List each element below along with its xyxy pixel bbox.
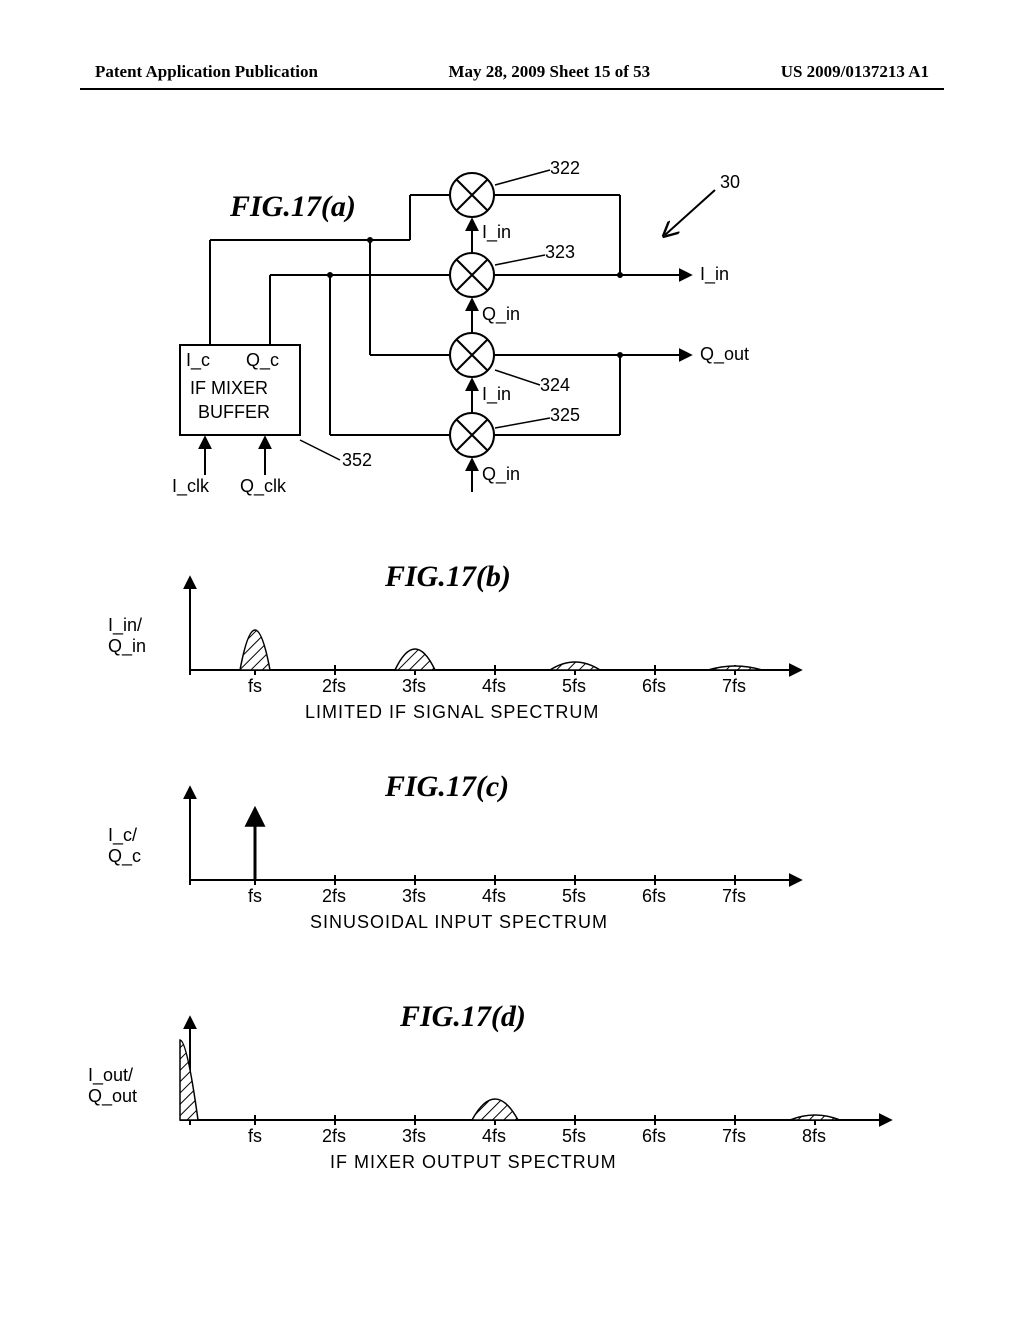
tick-b-5: 5fs [562, 676, 586, 697]
tick-d-8: 8fs [802, 1126, 826, 1147]
tick-c-4: 4fs [482, 886, 506, 907]
tick-b-3: 3fs [402, 676, 426, 697]
fig-17a-svg [150, 160, 780, 510]
mixer3-in-label: I_in [482, 384, 511, 405]
block-line1: IF MIXER [190, 378, 268, 399]
tick-d-7: 7fs [722, 1126, 746, 1147]
block-line2: BUFFER [198, 402, 270, 423]
fig-17d-ylabel2: Q_out [88, 1086, 137, 1107]
mixer2-in-label: Q_in [482, 304, 520, 325]
tick-d-5: 5fs [562, 1126, 586, 1147]
ref-322: 322 [550, 158, 580, 179]
ref-324: 324 [540, 375, 570, 396]
header-center: May 28, 2009 Sheet 15 of 53 [449, 62, 651, 82]
ref-325: 325 [550, 405, 580, 426]
fig-17b-caption: LIMITED IF SIGNAL SPECTRUM [305, 702, 599, 723]
header-rule [80, 88, 944, 90]
tick-d-4: 4fs [482, 1126, 506, 1147]
tick-c-6: 6fs [642, 886, 666, 907]
tick-b-4: 4fs [482, 676, 506, 697]
tick-b-2: 2fs [322, 676, 346, 697]
tick-c-1: fs [248, 886, 262, 907]
figure-17d: FIG.17(d) I_out/ Q_out fs 2fs 3fs 4fs 5f… [80, 1000, 940, 1200]
fig-17c-ylabel1: I_c/ [108, 825, 137, 846]
ref-352: 352 [342, 450, 372, 471]
q-clk-label: Q_clk [240, 476, 286, 497]
mixer4-in-label: Q_in [482, 464, 520, 485]
tick-c-7: 7fs [722, 886, 746, 907]
fig-17b-ylabel1: I_in/ [108, 615, 142, 636]
i-clk-label: I_clk [172, 476, 209, 497]
figure-17b: FIG.17(b) I_in/ Q_in fs 2fs 3fs 4fs 5fs … [100, 560, 850, 740]
fig-17c-caption: SINUSOIDAL INPUT SPECTRUM [310, 912, 608, 933]
fig-17d-caption: IF MIXER OUTPUT SPECTRUM [330, 1152, 617, 1173]
figure-17c: FIG.17(c) I_c/ Q_c fs 2fs 3fs 4fs 5fs 6f… [100, 770, 850, 950]
tick-b-1: fs [248, 676, 262, 697]
mixer1-in-label: I_in [482, 222, 511, 243]
tick-b-7: 7fs [722, 676, 746, 697]
ref-323: 323 [545, 242, 575, 263]
tick-d-3: 3fs [402, 1126, 426, 1147]
fig-17d-ylabel1: I_out/ [88, 1065, 133, 1086]
page-header: Patent Application Publication May 28, 2… [0, 62, 1024, 82]
fig-17c-ylabel2: Q_c [108, 846, 141, 867]
out-i-label: I_in [700, 264, 729, 285]
figure-17a: FIG.17(a) [150, 160, 780, 510]
tick-b-6: 6fs [642, 676, 666, 697]
tick-d-2: 2fs [322, 1126, 346, 1147]
tick-c-5: 5fs [562, 886, 586, 907]
ref-30: 30 [720, 172, 740, 193]
header-right: US 2009/0137213 A1 [781, 62, 929, 82]
out-q-label: Q_out [700, 344, 749, 365]
tick-d-1: fs [248, 1126, 262, 1147]
i-c-label: I_c [186, 350, 210, 371]
tick-c-2: 2fs [322, 886, 346, 907]
tick-d-6: 6fs [642, 1126, 666, 1147]
tick-c-3: 3fs [402, 886, 426, 907]
fig-17b-ylabel2: Q_in [108, 636, 146, 657]
q-c-label: Q_c [246, 350, 279, 371]
header-left: Patent Application Publication [95, 62, 318, 82]
